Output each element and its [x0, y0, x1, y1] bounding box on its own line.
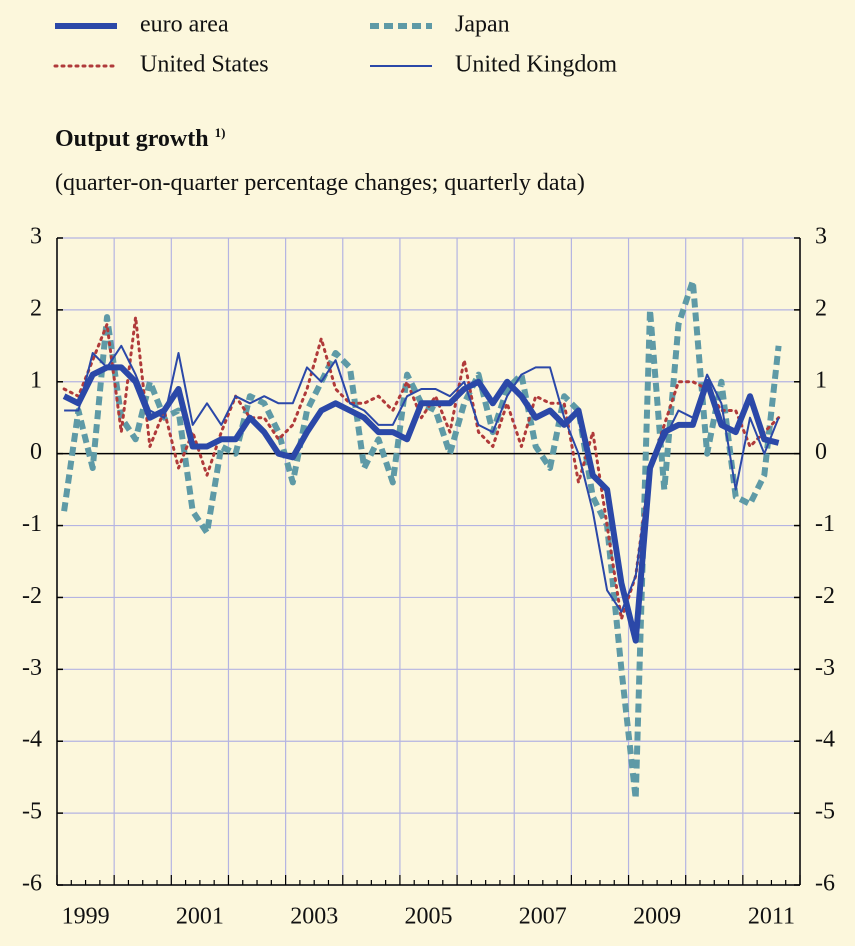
legend-label: euro area — [140, 12, 229, 38]
title-text: Output growth — [55, 126, 209, 152]
y2-tick-label: -6 — [815, 871, 835, 897]
x-tick-label: 2007 — [519, 904, 567, 930]
legend-label: United States — [140, 52, 269, 78]
y-tick-label: 0 — [30, 439, 42, 465]
chart-subtitle: (quarter-on-quarter percentage changes; … — [55, 170, 585, 196]
y-tick-label: 3 — [30, 224, 42, 250]
y-tick-label: -5 — [22, 799, 42, 825]
y-tick-label: 2 — [30, 295, 42, 321]
y2-tick-label: -4 — [815, 727, 835, 753]
y2-tick-label: -3 — [815, 655, 835, 681]
y-tick-label: -4 — [22, 727, 42, 753]
x-tick-label: 2003 — [290, 904, 338, 930]
legend: euro area United States Japan United Kingdo… — [53, 12, 617, 78]
y-tick-label: -1 — [22, 511, 42, 537]
y-tick-label: -6 — [22, 871, 42, 897]
y-tick-label: -3 — [22, 655, 42, 681]
x-tick-label: 2005 — [405, 904, 453, 930]
y-tick-label: -2 — [22, 583, 42, 609]
x-tick-label: 2009 — [633, 904, 681, 930]
x-tick-label: 2001 — [176, 904, 224, 930]
y2-tick-label: -1 — [815, 511, 835, 537]
x-tick-label: 2011 — [748, 904, 795, 930]
chart-title: Output growth 1) — [55, 125, 225, 152]
legend-label: United Kingdom — [455, 52, 617, 78]
y2-tick-label: -5 — [815, 799, 835, 825]
y-tick-label: 1 — [30, 367, 42, 393]
legend-label: Japan — [455, 12, 510, 38]
y2-tick-label: 0 — [815, 439, 827, 465]
x-tick-label: 1999 — [62, 904, 110, 930]
y2-tick-label: -2 — [815, 583, 835, 609]
y2-tick-label: 1 — [815, 367, 827, 393]
y2-tick-label: 2 — [815, 295, 827, 321]
title-note: 1) — [215, 125, 226, 140]
series-line — [62, 364, 780, 644]
y2-tick-label: 3 — [815, 224, 827, 250]
